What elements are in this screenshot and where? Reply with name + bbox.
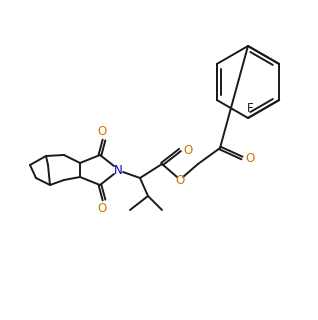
Text: O: O: [97, 124, 107, 138]
Text: O: O: [175, 173, 185, 187]
Text: O: O: [183, 143, 193, 156]
Text: O: O: [97, 203, 107, 215]
Text: N: N: [114, 164, 122, 177]
Text: F: F: [247, 101, 253, 115]
Text: O: O: [245, 151, 255, 164]
